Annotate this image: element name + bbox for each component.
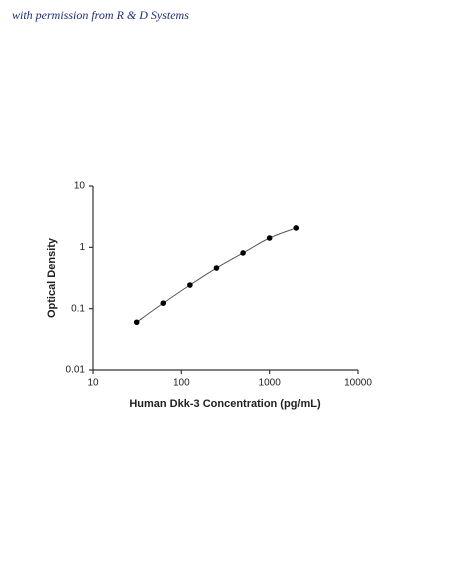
x-tick-label: 10 — [87, 378, 99, 389]
x-axis-title: Human Dkk-3 Concentration (pg/mL) — [129, 398, 321, 410]
data-point — [160, 300, 167, 306]
data-point — [293, 225, 300, 231]
data-point — [213, 265, 220, 271]
y-tick-label: 1 — [79, 242, 85, 253]
x-tick-label: 10000 — [344, 378, 372, 389]
y-tick-label: 10 — [74, 181, 86, 192]
data-point — [187, 282, 193, 288]
y-axis-title: Optical Density — [46, 237, 58, 318]
y-tick-label: 0.01 — [66, 365, 86, 376]
data-point — [266, 235, 273, 241]
annotation: with permission from R & D Systems — [12, 8, 189, 22]
x-tick-label: 1000 — [259, 378, 282, 389]
data-point — [240, 250, 246, 256]
x-tick-label: 100 — [173, 378, 190, 389]
data-point — [133, 319, 140, 326]
y-tick-label: 0.1 — [71, 303, 85, 314]
